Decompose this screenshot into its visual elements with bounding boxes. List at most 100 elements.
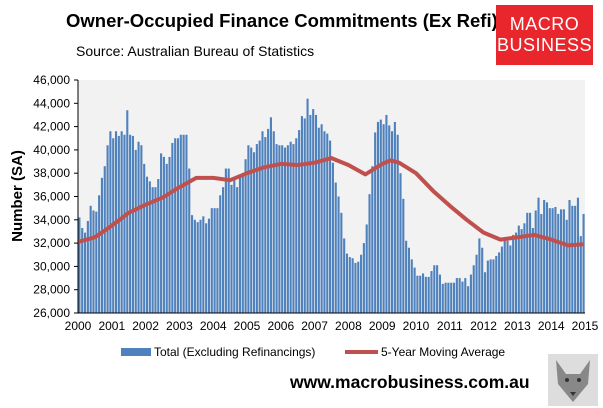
bar — [410, 259, 413, 313]
bar — [576, 197, 580, 313]
bar — [98, 195, 101, 313]
bar — [278, 145, 281, 313]
bar — [314, 114, 318, 313]
bar — [275, 144, 278, 313]
bar — [455, 278, 458, 313]
bar — [444, 282, 447, 313]
footer-url[interactable]: www.macrobusiness.com.au — [290, 372, 530, 392]
bar — [123, 134, 126, 313]
bar — [255, 144, 258, 313]
bar — [199, 219, 202, 313]
bar — [120, 131, 123, 313]
bar — [157, 179, 160, 313]
bar — [562, 209, 565, 313]
bar — [162, 156, 165, 313]
legend-bar-swatch — [121, 348, 151, 356]
bar — [89, 205, 92, 313]
bar — [109, 131, 112, 313]
bar — [188, 168, 191, 313]
bar — [303, 118, 306, 313]
bar — [385, 114, 388, 313]
moving-average-line — [77, 156, 584, 248]
bar — [517, 225, 520, 314]
bar — [309, 114, 312, 313]
y-tick-labels: 26,000 28,000 30,000 32,000 34,000 36,000 38,0… — [33, 73, 78, 320]
bar — [565, 219, 568, 313]
bar — [427, 276, 430, 313]
bar — [289, 141, 292, 313]
bar — [421, 273, 425, 313]
bar — [165, 163, 168, 313]
bar — [185, 134, 188, 313]
bar — [345, 253, 349, 313]
bar — [323, 131, 326, 313]
chart-title: Owner-Occupied Finance Commitments (Ex R… — [66, 10, 498, 31]
bar — [340, 212, 343, 313]
bar — [531, 227, 534, 313]
bar — [571, 205, 574, 313]
bar — [548, 208, 551, 313]
bar — [362, 243, 365, 313]
bar — [430, 271, 433, 313]
x-tick-labels: 2000 2001 2002 2003 2004 2005 2006 2007 2008 2009… — [65, 319, 599, 333]
bar — [472, 265, 475, 313]
x-tick-label: 2000 — [65, 319, 92, 333]
bar — [486, 260, 489, 313]
bar — [500, 246, 503, 313]
bar — [205, 223, 208, 313]
x-tick-label: 2008 — [335, 319, 362, 333]
bar — [396, 134, 399, 313]
bar — [281, 145, 284, 313]
bar — [523, 223, 526, 313]
bar — [357, 261, 360, 313]
bar — [483, 272, 487, 313]
y-tick-label: 42,000 — [33, 120, 70, 134]
bar — [145, 176, 149, 313]
bar — [560, 209, 563, 313]
bar — [160, 153, 163, 313]
bar — [464, 278, 467, 313]
bar — [148, 181, 151, 313]
bar — [134, 149, 137, 313]
bar — [526, 212, 529, 313]
bar — [509, 245, 512, 313]
bar — [295, 138, 298, 313]
bar — [202, 216, 205, 313]
bar — [478, 238, 481, 313]
bar — [458, 278, 461, 313]
bar — [227, 168, 230, 313]
bar — [269, 117, 272, 313]
source-note: Source: Australian Bureau of Statistics — [76, 43, 315, 59]
y-tick-label: 44,000 — [33, 96, 70, 110]
y-tick-label: 32,000 — [33, 236, 70, 250]
bar — [419, 275, 422, 313]
bar — [343, 238, 346, 313]
plot-area — [78, 80, 585, 313]
bar — [131, 135, 134, 313]
bar — [495, 255, 498, 313]
bar — [399, 173, 402, 313]
bar — [506, 240, 509, 313]
bar — [534, 210, 537, 313]
x-tick-label: 2012 — [470, 319, 497, 333]
bar — [174, 138, 177, 313]
bar — [137, 141, 140, 313]
bar — [283, 147, 287, 313]
x-tick-label: 2013 — [504, 319, 531, 333]
x-tick-label: 2010 — [403, 319, 430, 333]
legend-line-label: 5-Year Moving Average — [381, 345, 505, 359]
bar — [143, 163, 146, 313]
bar — [320, 124, 323, 314]
x-tick-label: 2005 — [234, 319, 261, 333]
y-axis-label: Number (SA) — [9, 150, 26, 242]
bar — [405, 240, 408, 313]
bar — [371, 166, 374, 313]
bar — [78, 217, 81, 313]
bar — [92, 210, 95, 313]
bar — [329, 140, 332, 313]
bar — [230, 184, 233, 313]
bar — [379, 119, 382, 313]
bar — [151, 187, 154, 313]
bar — [436, 265, 439, 313]
bar — [306, 98, 309, 313]
